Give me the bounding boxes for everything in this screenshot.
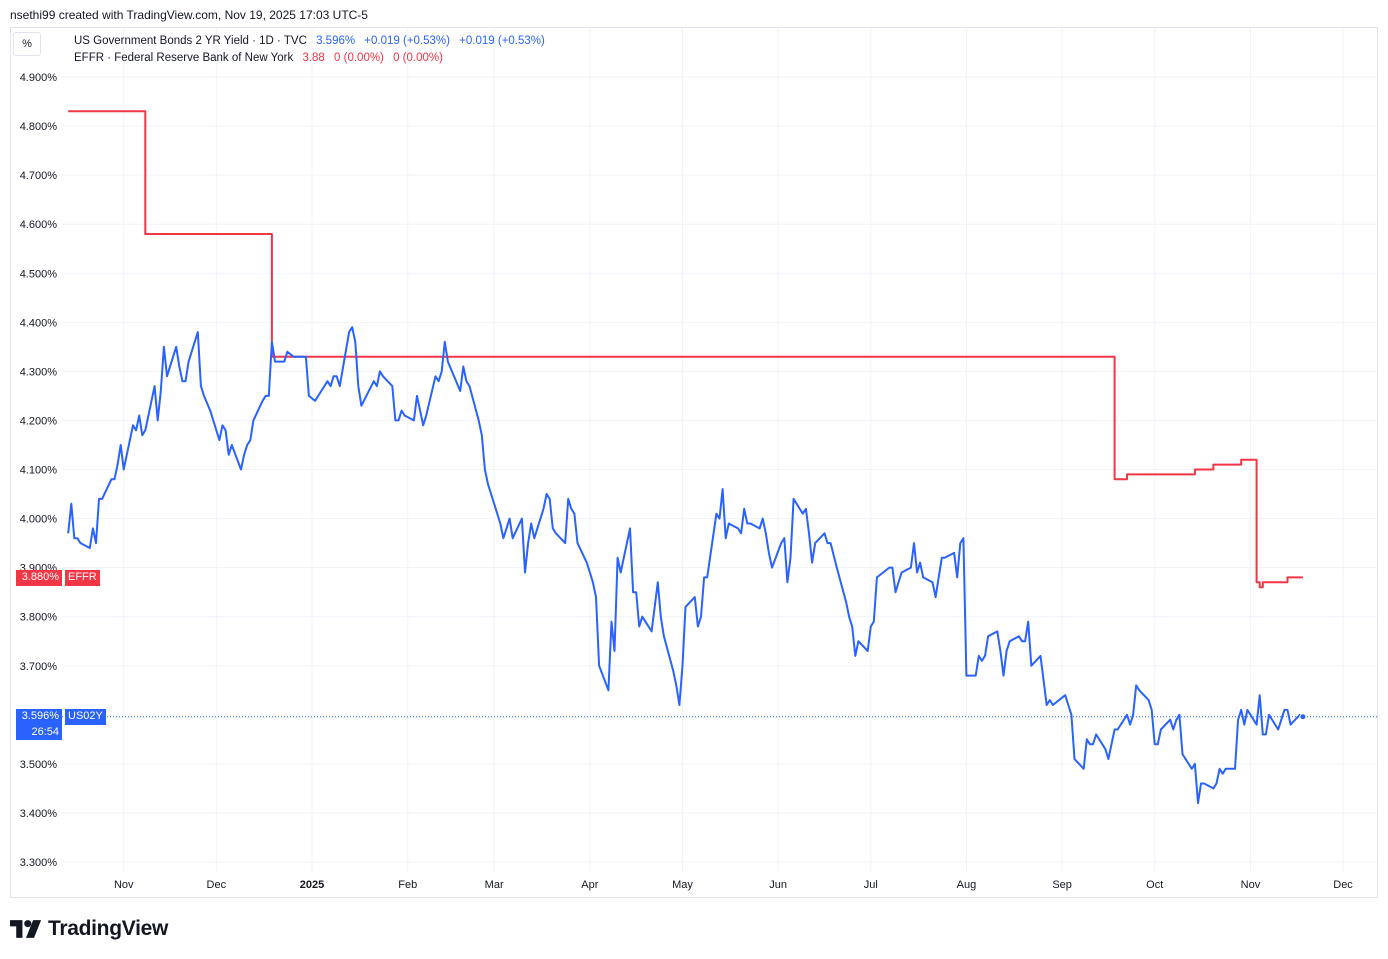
y-tick-label: 4.400% — [20, 317, 58, 329]
tradingview-logo[interactable]: TradingView — [10, 917, 168, 941]
legend-us02y-value: 3.596% — [316, 35, 356, 47]
legend-us02y-change-2: +0.019 (+0.53%) — [459, 35, 545, 47]
y-tick-label: 3.400% — [20, 808, 58, 820]
series-line-us02y[interactable] — [67, 326, 1304, 805]
legend-effr-change: 0 (0.00%) — [334, 52, 384, 64]
series-layer — [62, 110, 1377, 805]
chart-frame — [10, 27, 1378, 898]
x-tick-label: Jun — [769, 879, 787, 891]
x-tick-label: May — [672, 879, 693, 891]
x-tick-label: Sep — [1052, 879, 1072, 891]
x-tick-label: Dec — [1333, 879, 1353, 891]
y-tick-label: 4.600% — [20, 219, 58, 231]
y-tick-label: 4.900% — [20, 72, 58, 84]
y-tick-label: 4.100% — [20, 465, 58, 477]
x-tick-label: Nov — [1241, 879, 1261, 891]
us02y-last-point — [1299, 713, 1307, 721]
bar-countdown-label: 26:54 — [16, 725, 62, 740]
x-tick-label: Apr — [581, 879, 598, 891]
y-axis-labels: 3.300%3.400%3.500%3.600%3.700%3.800%3.90… — [20, 72, 58, 869]
legend-us02y[interactable]: US Government Bonds 2 YR Yield · 1D · TV… — [74, 35, 551, 47]
effr-price-label: 3.880% — [16, 570, 62, 586]
y-tick-label: 4.500% — [20, 268, 58, 280]
grid — [62, 28, 1377, 872]
x-tick-label: Nov — [114, 879, 134, 891]
us02y-price-label: 3.596% — [16, 709, 62, 725]
x-tick-label: Mar — [485, 879, 504, 891]
y-tick-label: 4.800% — [20, 121, 58, 133]
legend-effr-change-2: 0 (0.00%) — [393, 52, 443, 64]
x-axis-labels: Nov Dec 2025 Feb Mar Apr May Jun Jul Aug Sep Oct Nov… — [114, 879, 1353, 891]
legend-effr-value: 3.88 — [302, 52, 325, 64]
y-tick-label: 3.300% — [20, 857, 58, 869]
legend-us02y-change: +0.019 (+0.53%) — [364, 35, 450, 47]
tradingview-logo-text: TradingView — [48, 917, 169, 940]
x-tick-label: Jul — [864, 879, 878, 891]
y-tick-label: 4.700% — [20, 170, 58, 182]
us02y-name-label: US02Y — [65, 709, 106, 725]
tradingview-logo-icon — [10, 920, 42, 938]
legend-effr[interactable]: EFFR · Federal Reserve Bank of New York … — [74, 52, 449, 64]
effr-name-label: EFFR — [65, 570, 100, 586]
y-tick-label: 4.000% — [20, 514, 58, 526]
series-line-effr[interactable] — [68, 110, 1303, 589]
x-tick-label: Aug — [957, 879, 977, 891]
x-tick-label: Oct — [1146, 879, 1163, 891]
y-tick-label: 3.700% — [20, 661, 58, 673]
y-tick-label: 3.500% — [20, 759, 58, 771]
scale-mode-button[interactable]: % — [13, 32, 41, 56]
legend-us02y-title: US Government Bonds 2 YR Yield · 1D · TV… — [74, 35, 307, 47]
x-tick-label: Feb — [398, 879, 417, 891]
attribution-text: nsethi99 created with TradingView.com, N… — [10, 8, 368, 22]
legend-effr-title: EFFR · Federal Reserve Bank of New York — [74, 52, 294, 64]
x-tick-label: Dec — [207, 879, 227, 891]
y-tick-label: 4.200% — [20, 415, 58, 427]
y-tick-label: 4.300% — [20, 366, 58, 378]
y-tick-label: 3.800% — [20, 612, 58, 624]
x-tick-label: 2025 — [300, 879, 324, 891]
